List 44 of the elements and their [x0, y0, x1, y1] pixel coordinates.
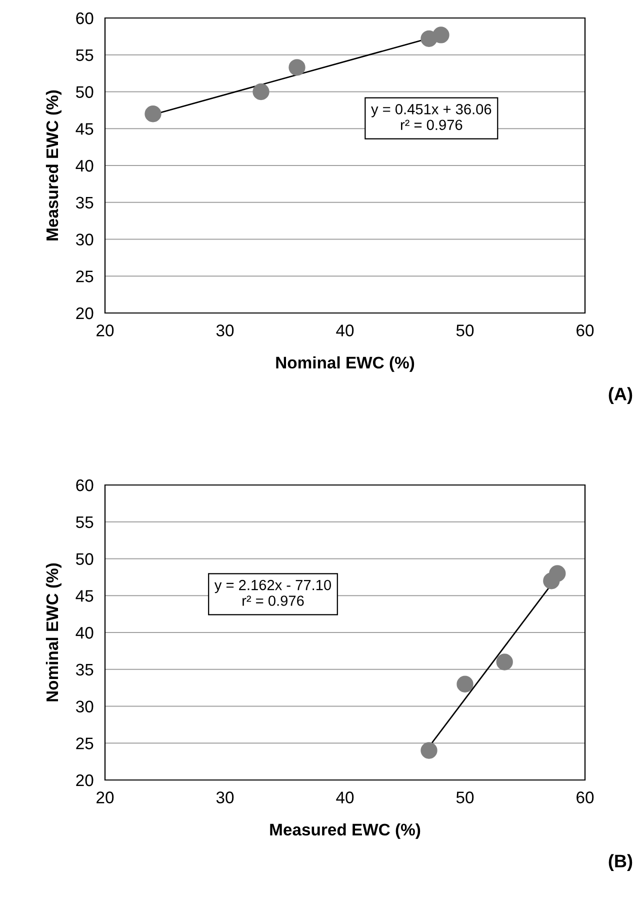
- y-axis-title: Measured EWC (%): [46, 90, 62, 240]
- x-tick-label: 50: [456, 792, 474, 804]
- point: [144, 106, 162, 122]
- x-tick-label: 20: [96, 324, 114, 336]
- y-tick-label: 25: [76, 738, 94, 750]
- y-tick-label: 45: [76, 123, 94, 135]
- annotation: y = 0.451x + 36.06 r² = 0.976: [371, 104, 492, 130]
- x-tick-label: 30: [216, 324, 234, 336]
- point: [288, 59, 306, 76]
- x-tick-label: 30: [216, 792, 234, 804]
- y-tick-label: 50: [76, 553, 94, 565]
- y-tick-label: 20: [76, 774, 94, 786]
- y-tick-label: 20: [76, 307, 94, 320]
- x-axis-title: Nominal EWC (%): [276, 356, 414, 372]
- x-tick-label: 50: [456, 324, 474, 336]
- text: (A): [608, 387, 632, 404]
- y-tick-label: 45: [76, 590, 94, 602]
- point: [549, 565, 566, 582]
- x-tick-label: 40: [336, 792, 354, 804]
- annotation: y = 2.162x - 77.10 r² = 0.976: [214, 580, 332, 606]
- x-tick-label: 20: [96, 792, 114, 804]
- y-tick-label: 60: [76, 12, 94, 24]
- x-axis-title: Measured EWC (%): [270, 823, 420, 839]
- point: [252, 83, 270, 100]
- y-tick-label: 25: [76, 270, 94, 282]
- point: [496, 654, 513, 670]
- text: (B): [608, 854, 632, 872]
- y-tick-label: 50: [76, 86, 94, 98]
- point: [420, 742, 438, 759]
- y-tick-label: 35: [76, 196, 94, 209]
- point: [456, 676, 474, 692]
- y-tick-label: 60: [76, 479, 94, 492]
- x-tick-label: 40: [336, 324, 354, 336]
- y-tick-label: 55: [76, 49, 94, 62]
- y-tick-label: 30: [76, 234, 94, 246]
- x-tick-label: 60: [576, 792, 594, 804]
- y-tick-label: 40: [76, 160, 94, 172]
- x-tick-label: 60: [576, 324, 594, 336]
- y-tick-label: 55: [76, 516, 94, 528]
- y-axis-title: Nominal EWC (%): [46, 563, 62, 702]
- y-tick-label: 30: [76, 700, 94, 712]
- y-tick-label: 40: [76, 626, 94, 639]
- point: [432, 26, 450, 44]
- y-tick-label: 35: [76, 664, 94, 676]
